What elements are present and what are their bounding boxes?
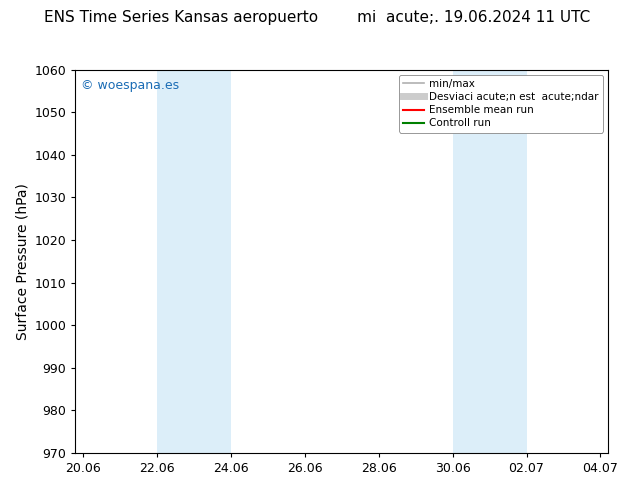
Y-axis label: Surface Pressure (hPa): Surface Pressure (hPa) bbox=[15, 183, 29, 340]
Legend: min/max, Desviaci acute;n est  acute;ndar, Ensemble mean run, Controll run: min/max, Desviaci acute;n est acute;ndar… bbox=[399, 75, 603, 132]
Bar bbox=[157, 70, 231, 453]
Bar bbox=[453, 70, 527, 453]
Text: © woespana.es: © woespana.es bbox=[81, 79, 179, 92]
Text: ENS Time Series Kansas aeropuerto        mi  acute;. 19.06.2024 11 UTC: ENS Time Series Kansas aeropuerto mi acu… bbox=[44, 10, 590, 25]
